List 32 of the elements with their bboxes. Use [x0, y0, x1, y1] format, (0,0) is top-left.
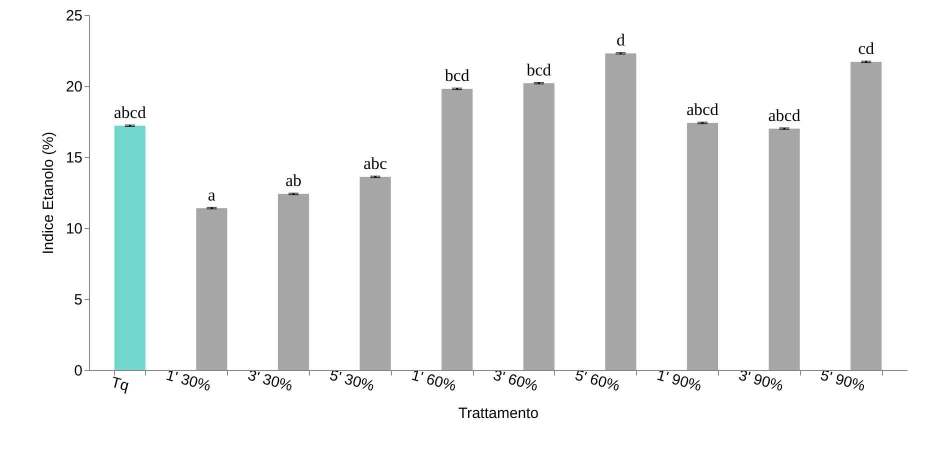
annotation: bcd	[444, 66, 470, 86]
x-tick-label: Tq	[109, 374, 131, 395]
x-axis-title: Trattamento	[458, 404, 539, 422]
bar	[360, 176, 391, 370]
x-tick-label: 1' 90%	[655, 366, 704, 395]
y-axis-title: Indice Etanolo (%)	[40, 132, 57, 254]
annotation: a	[208, 185, 216, 204]
y-tick-label: 0	[74, 362, 82, 380]
bar	[768, 128, 800, 370]
y-tick-label: 5	[74, 292, 82, 308]
bar	[605, 53, 636, 370]
y-tick-label: 25	[66, 8, 82, 24]
bar	[442, 88, 473, 370]
bar	[850, 62, 882, 370]
bar	[523, 83, 554, 370]
bar	[114, 126, 146, 370]
x-tick-label: 1' 30%	[164, 366, 212, 395]
annotation: abcd	[114, 103, 146, 122]
annotation: abcd	[768, 106, 801, 125]
annotation: abcd	[686, 100, 720, 120]
bar	[686, 122, 718, 370]
annotation: ab	[285, 171, 302, 190]
bar	[196, 208, 228, 370]
y-tick-label: 15	[66, 150, 82, 166]
annotation: d	[616, 30, 626, 50]
annotation: abc	[364, 154, 388, 174]
annotation: bcd	[526, 60, 552, 80]
x-tick-label: 1' 60%	[410, 366, 458, 395]
y-tick-label: 10	[66, 220, 82, 238]
bar	[278, 194, 310, 370]
annotation: cd	[858, 39, 875, 58]
y-tick-label: 20	[66, 78, 82, 96]
